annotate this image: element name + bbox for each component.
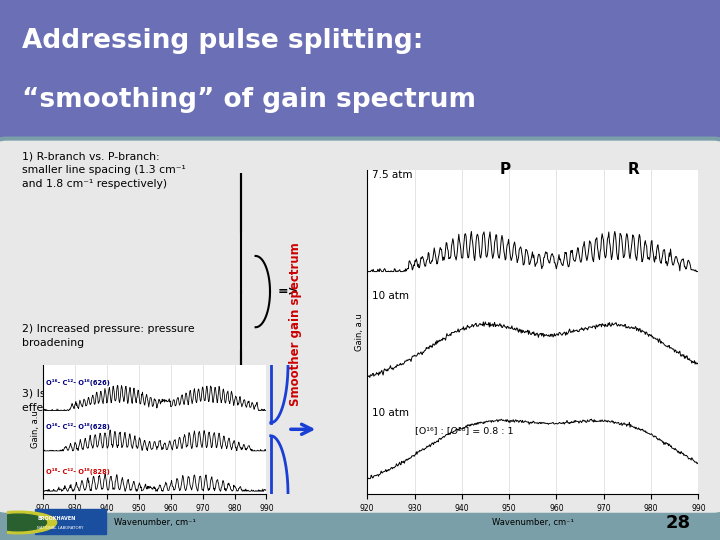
Text: 10 atm: 10 atm (372, 408, 409, 418)
Text: P: P (500, 162, 510, 177)
Text: 28: 28 (666, 514, 691, 532)
Y-axis label: Gain, a.u: Gain, a.u (32, 410, 40, 448)
Text: 10 atm: 10 atm (372, 291, 409, 301)
Text: 1) R-branch vs. P-branch:
smaller line spacing (1.3 cm⁻¹
and 1.8 cm⁻¹ respective: 1) R-branch vs. P-branch: smaller line s… (22, 151, 185, 189)
Text: Addressing pulse splitting:: Addressing pulse splitting: (22, 28, 423, 54)
FancyBboxPatch shape (0, 0, 720, 139)
Bar (35, 509, 106, 535)
FancyBboxPatch shape (0, 139, 720, 515)
X-axis label: Wavenumber, cm⁻¹: Wavenumber, cm⁻¹ (114, 518, 196, 528)
Text: NATIONAL LABORATORY: NATIONAL LABORATORY (37, 526, 84, 530)
Y-axis label: Gain, a.u: Gain, a.u (356, 313, 364, 351)
Text: O¹⁸- C¹²- O¹⁸(828): O¹⁸- C¹²- O¹⁸(828) (46, 468, 110, 475)
Text: 2) Increased pressure: pressure
broadening: 2) Increased pressure: pressure broadeni… (22, 324, 194, 348)
Text: O¹⁶- C¹²- O¹⁶(626): O¹⁶- C¹²- O¹⁶(626) (46, 379, 110, 386)
Text: =>: => (277, 285, 298, 298)
Text: R: R (627, 162, 639, 177)
Text: Smoother gain spectrum: Smoother gain spectrum (289, 242, 302, 406)
Circle shape (0, 514, 47, 531)
Circle shape (0, 511, 57, 534)
Text: 7.5 atm: 7.5 atm (372, 170, 413, 180)
Text: “smoothing” of gain spectrum: “smoothing” of gain spectrum (22, 87, 476, 113)
Text: 3) Isotopic mixture: higher
effective line density: 3) Isotopic mixture: higher effective li… (22, 389, 166, 413)
Text: [O¹⁶] : [O¹⁸] = 0.8 : 1: [O¹⁶] : [O¹⁸] = 0.8 : 1 (415, 427, 513, 436)
X-axis label: Wavenumber, cm⁻¹: Wavenumber, cm⁻¹ (492, 518, 574, 528)
Text: BROOKHAVEN: BROOKHAVEN (37, 516, 76, 521)
Text: O¹⁶- C¹²- O¹⁸(628): O¹⁶- C¹²- O¹⁸(628) (46, 423, 110, 430)
